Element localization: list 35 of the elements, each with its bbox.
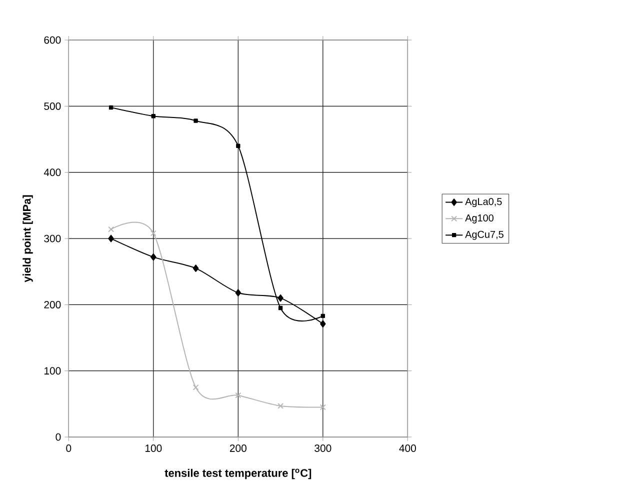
y-tick-label: 0 [56,433,61,441]
y-tick-label: 500 [44,102,61,110]
point [320,320,326,328]
point [108,226,114,232]
point [235,289,242,296]
y-tick-label: 600 [44,36,61,44]
point [194,118,198,123]
point [320,314,325,318]
point [192,384,199,390]
x-tick-label: 300 [314,444,332,452]
legend-label: AgLa0,5 [465,198,502,208]
y-tick-label: 100 [44,367,61,375]
point [192,264,199,272]
legend-label: Ag100 [465,214,494,224]
point [236,144,240,148]
point [320,404,326,410]
point [278,402,284,409]
x-tick-label: 100 [145,444,162,452]
point [278,306,283,310]
y-tick-label: 300 [44,234,61,242]
x-tick-label: 200 [230,444,246,452]
point [151,114,156,118]
legend-label: AgCu7,5 [465,230,504,240]
x-tick-label: 400 [399,444,416,452]
y-tick-label: 200 [44,300,61,308]
point [235,392,242,398]
point [150,253,156,261]
y-axis-title: yield point [MPa] [22,195,33,282]
point [150,230,156,236]
point [108,105,114,110]
y-tick-label: 400 [44,168,61,176]
x-tick-label: 0 [66,444,72,452]
x-axis-title: tensile test temperature [$^{o}$C] [164,468,312,480]
point [108,234,114,242]
point [278,294,284,302]
